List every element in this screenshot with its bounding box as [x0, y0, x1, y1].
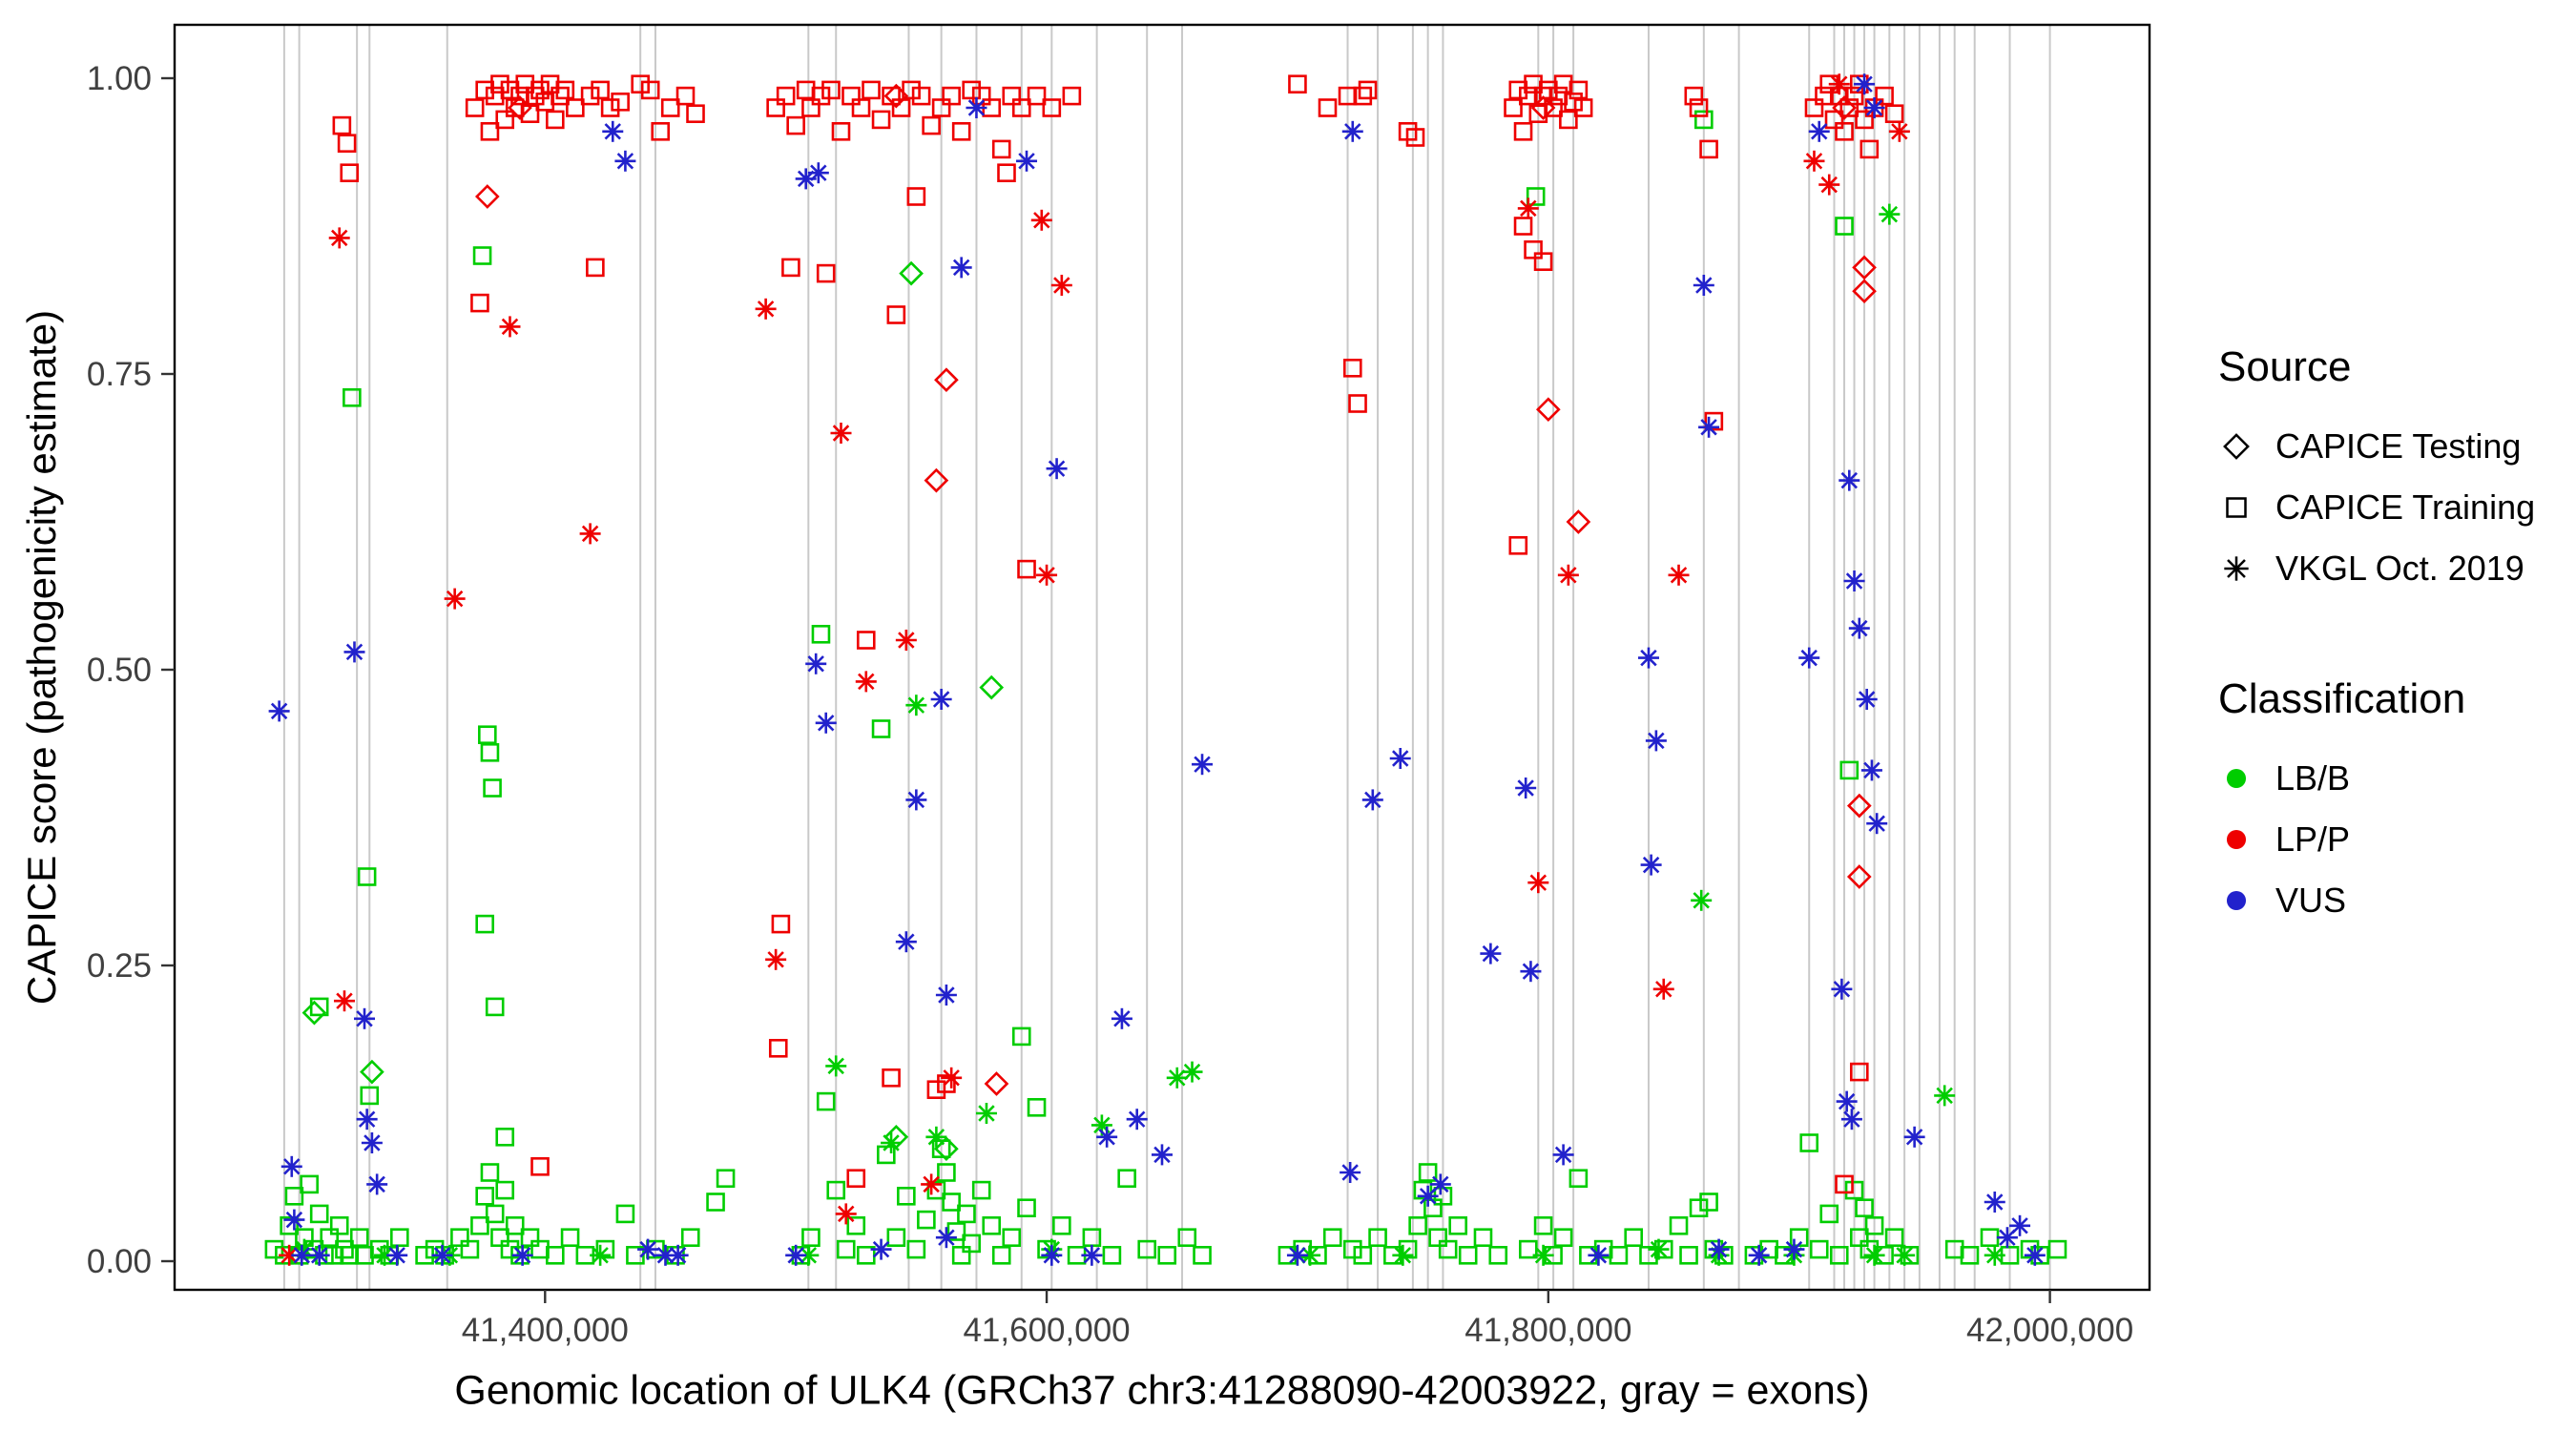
- legend-label-vus: VUS: [2275, 881, 2347, 920]
- red-dot-icon: [2226, 829, 2247, 850]
- legend-label-capice-testing: CAPICE Testing: [2275, 426, 2522, 466]
- series-vkgl-oct-2019-vus: [268, 73, 2046, 1266]
- legend-item-lbb: LB/B: [2218, 748, 2535, 809]
- series-capice-testing-lp-p: [474, 83, 1877, 1096]
- green-dot-icon: [2226, 768, 2247, 789]
- exon-lines: [282, 25, 2051, 1290]
- x-tick-label: 42,000,000: [1966, 1312, 2133, 1349]
- x-tick-label: 41,400,000: [462, 1312, 629, 1349]
- legend-item-capice-training: CAPICE Training: [2218, 477, 2535, 538]
- legend-label-vkgl: VKGL Oct. 2019: [2275, 549, 2524, 588]
- x-axis-title: Genomic location of ULK4 (GRCh37 chr3:41…: [454, 1367, 1870, 1414]
- y-tick-label: 0.50: [87, 652, 152, 689]
- legend-item-capice-testing: CAPICE Testing: [2218, 416, 2535, 477]
- series-vkgl-oct-2019-lp-p: [279, 73, 1910, 1266]
- legend-label-lpp: LP/P: [2275, 819, 2351, 859]
- series-capice-testing-lb-b: [301, 260, 1005, 1162]
- blue-dot-icon: [2226, 890, 2247, 911]
- y-tick-label: 0.25: [87, 947, 152, 985]
- series-capice-training-lb-b: [264, 110, 2067, 1265]
- y-tick-label: 0.75: [87, 356, 152, 393]
- y-axis-title: CAPICE score (pathogenicity estimate): [19, 309, 64, 1006]
- diamond-icon: [2223, 433, 2250, 460]
- series-capice-training-lp-p: [332, 74, 1904, 1194]
- legend-classification-group: Classification LB/B LP/P VUS: [2218, 675, 2535, 931]
- series-vkgl-oct-2019-lb-b: [293, 203, 2005, 1266]
- x-tick-label: 41,800,000: [1465, 1312, 1631, 1349]
- legend: Source CAPICE Testing CAPICE Training: [2218, 343, 2535, 931]
- y-tick-label: 0.00: [87, 1243, 152, 1280]
- legend-item-vkgl: VKGL Oct. 2019: [2218, 538, 2535, 599]
- y-tick-label: 1.00: [87, 60, 152, 97]
- legend-source-group: Source CAPICE Testing CAPICE Training: [2218, 343, 2535, 599]
- legend-item-lpp: LP/P: [2218, 809, 2535, 870]
- legend-item-vus: VUS: [2218, 870, 2535, 931]
- legend-label-capice-training: CAPICE Training: [2275, 487, 2536, 527]
- legend-label-lbb: LB/B: [2275, 758, 2351, 798]
- legend-classification-title: Classification: [2218, 675, 2466, 722]
- x-tick-label: 41,600,000: [963, 1312, 1130, 1349]
- legend-source-title: Source: [2218, 343, 2352, 390]
- asterisk-icon: [2224, 556, 2249, 581]
- square-icon: [2226, 497, 2247, 518]
- plot-border: [173, 23, 2151, 1292]
